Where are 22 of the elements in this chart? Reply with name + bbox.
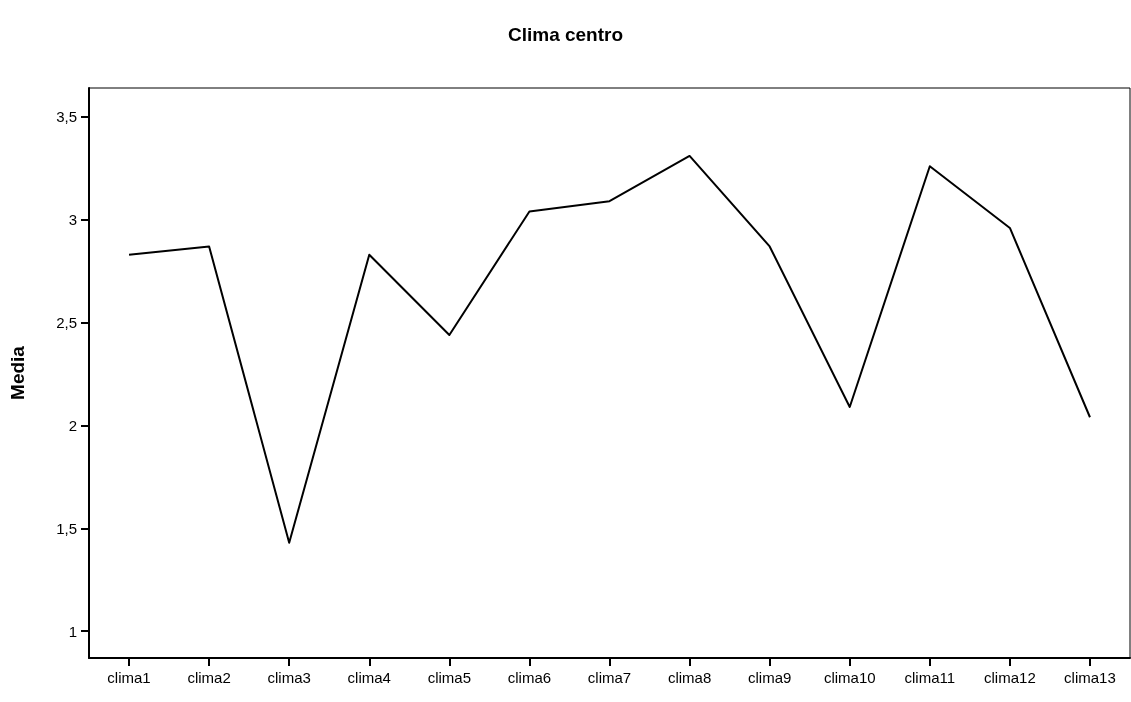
line-series [128, 154, 1091, 544]
x-tick-label: clima13 [1064, 669, 1116, 686]
x-tick-label: clima7 [587, 669, 632, 686]
x-tick-label: clima6 [507, 669, 552, 686]
x-tick-label: clima4 [347, 669, 391, 686]
x-tick-label: clima1 [107, 669, 151, 686]
y-axis-title: Media [7, 345, 28, 400]
x-tick-label: clima2 [187, 669, 231, 686]
y-tick-label: 1,5 [56, 519, 77, 537]
chart-title: Clima centro [507, 24, 624, 45]
x-tick-label: clima3 [267, 669, 311, 686]
x-tick-label: clima5 [427, 669, 472, 686]
x-tick-label: clima11 [904, 669, 956, 686]
y-tick-label: 3 [68, 211, 77, 229]
x-tick-label: clima8 [667, 669, 712, 686]
x-tick-label: clima10 [823, 669, 876, 686]
y-tick-label: 2 [68, 416, 77, 434]
y-tick-label: 2,5 [56, 314, 77, 332]
y-tick-label: 3,5 [56, 108, 77, 126]
x-tick-label: clima9 [747, 669, 792, 686]
y-tick-label: 1 [68, 622, 77, 640]
x-tick-label: clima12 [984, 669, 1036, 686]
